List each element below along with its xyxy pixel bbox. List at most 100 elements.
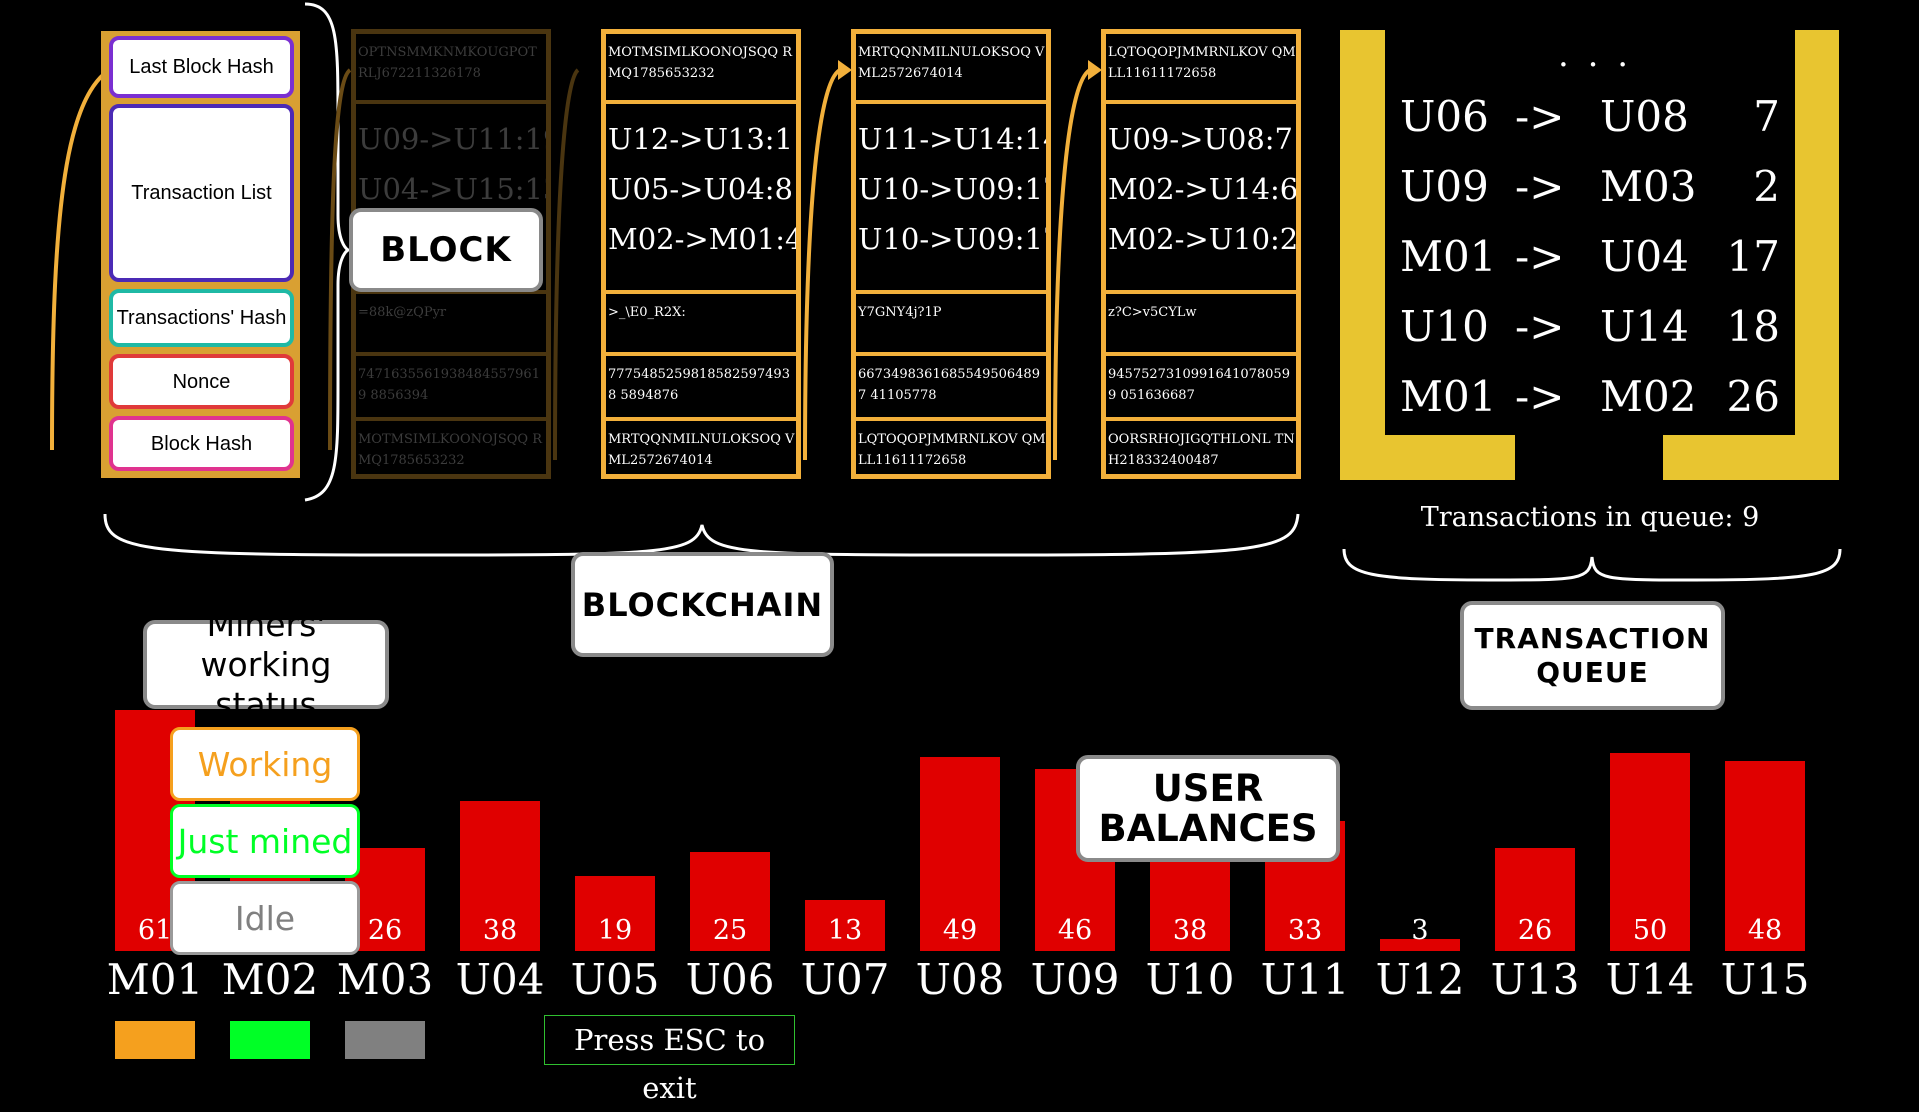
block-last-hash: LQTOQOPJMMRNLKOV QMLL11611172658 [1106, 34, 1296, 104]
bar-category-label: M01 [106, 955, 204, 1004]
balance-bar-u06 [690, 852, 770, 951]
status-working: Working [170, 727, 360, 801]
block-tx-hash: Y7GNY4j?1P [856, 294, 1046, 356]
bar-category-label: U15 [1720, 955, 1810, 1004]
status-just-mined: Just mined [170, 804, 360, 878]
bar-category-label: U10 [1145, 955, 1235, 1004]
bar-value: 38 [482, 915, 518, 946]
block-transactions: U09->U11:19 U04->U15:13 [356, 104, 546, 294]
queue-amount: 26 [1726, 372, 1780, 421]
balance-bar-u12 [1380, 939, 1460, 951]
balance-bar-u14 [1610, 753, 1690, 951]
queue-amount: 18 [1726, 302, 1780, 351]
queue-arrow: -> [1515, 372, 1565, 421]
legend-nonce: Nonce [109, 354, 294, 409]
bar-value: 25 [712, 915, 748, 946]
block-hash: OORSRHOJIGQTHLONL TNH218332400487 [1108, 432, 1295, 468]
bar-category-label: U07 [800, 955, 890, 1004]
block-transaction: U10->U09:17 [858, 222, 1046, 256]
legend-last-block-hash: Last Block Hash [109, 36, 294, 98]
block-last-hash: MRTQQNMILNULOKSOQ VML2572674014 [856, 34, 1046, 104]
miner-swatch-m01 [115, 1021, 195, 1059]
bar-category-label: M03 [336, 955, 434, 1004]
bar-value: 3 [1411, 915, 1429, 946]
block-nonce: 74716355619384845579619 8856394 [356, 356, 546, 421]
bar-category-label: U12 [1375, 955, 1465, 1004]
balance-bar-u15 [1725, 761, 1805, 951]
queue-amount: 17 [1726, 232, 1780, 281]
balance-bar-u04 [460, 801, 540, 951]
blockchain-brace [103, 513, 1300, 557]
block-transaction: U12->U13:1 [608, 122, 794, 156]
bar-value: 38 [1172, 915, 1208, 946]
queue-to: M03 [1600, 162, 1697, 211]
queue-from: U06 [1400, 92, 1489, 141]
balance-bar-u05 [575, 876, 655, 951]
bar-value: 33 [1287, 915, 1323, 946]
block-transaction: U09->U11:19 [358, 122, 546, 156]
block-tx-hash: =88k@zQPyr [356, 294, 546, 356]
miner-swatch-m03 [345, 1021, 425, 1059]
queue-amount: 7 [1753, 92, 1780, 141]
block-tx-hash: >_\E0_R2X: [606, 294, 796, 356]
block-transactions: U12->U13:1 U05->U04:8 M02->M01:4 [606, 104, 796, 294]
bar-value: 26 [367, 915, 403, 946]
block-transaction: U11->U14:14 [858, 122, 1046, 156]
queue-to: U04 [1600, 232, 1689, 281]
queue-to: M02 [1600, 372, 1697, 421]
block-last-hash: MOTMSIMLKOONOJSQQ RMQ1785653232 [606, 34, 796, 104]
miner-swatch-m02 [230, 1021, 310, 1059]
bar-value: 13 [827, 915, 863, 946]
block-transactions: U09->U08:7 M02->U14:6 M02->U10:21 [1106, 104, 1296, 294]
queue-from: M01 [1400, 232, 1497, 281]
block-structure-legend: Last Block Hash Transaction List Transac… [101, 31, 300, 478]
block-transaction: M02->U10:21 [1108, 222, 1296, 256]
block-transactions: U11->U14:14 U10->U09:17 U10->U09:17 [856, 104, 1046, 294]
chain-arrows [328, 60, 1102, 461]
bar-category-label: M02 [221, 955, 319, 1004]
block-transaction: U09->U08:7 [1108, 122, 1294, 156]
bar-category-label: U09 [1030, 955, 1120, 1004]
block-transaction: M02->M01:4 [608, 222, 796, 256]
queue-to: U08 [1600, 92, 1689, 141]
queue-arrow: -> [1515, 92, 1565, 141]
block-nonce: 94575273109916410780599 051636687 [1106, 356, 1296, 421]
bar-value: 48 [1747, 915, 1783, 946]
block-tx-hash: z?C>v5CYLw [1106, 294, 1296, 356]
queue-to: U14 [1600, 302, 1689, 351]
queue-from: M01 [1400, 372, 1497, 421]
queue-from: U10 [1400, 302, 1489, 351]
bar-value: 26 [1517, 915, 1553, 946]
bar-category-label: U05 [570, 955, 660, 1004]
block-last-hash: OPTNSMMKNMKOUGPOTRLJ672211326178 [356, 34, 546, 104]
block-nonce: 66734983616855495064897 41105778 [856, 356, 1046, 421]
block-4: LQTOQOPJMMRNLKOV QMLL11611172658 U09->U08… [1101, 29, 1301, 479]
bar-value: 46 [1057, 915, 1093, 946]
blockchain-label: BLOCKCHAIN [571, 552, 834, 657]
block-transaction: U04->U15:13 [358, 172, 546, 206]
bar-category-label: U04 [455, 955, 545, 1004]
bar-value: 49 [942, 915, 978, 946]
user-balances-label: USER BALANCES [1076, 755, 1340, 862]
bar-category-label: U13 [1490, 955, 1580, 1004]
block-nonce: 77754852598185825974938 5894876 [606, 356, 796, 421]
exit-hint: Press ESC to exit [544, 1015, 795, 1105]
queue-count: Transactions in queue: 9 [1420, 502, 1760, 533]
bar-category-label: U06 [685, 955, 775, 1004]
block-hash: MOTMSIMLKOONOJSQQ RMQ1785653232 [358, 432, 542, 468]
balance-bar-u08 [920, 757, 1000, 951]
legend-transactions-hash: Transactions' Hash [109, 289, 294, 347]
queue-from: U09 [1400, 162, 1489, 211]
bar-value: 61 [137, 915, 173, 946]
block-hash: MRTQQNMILNULOKSOQ VML2572674014 [608, 432, 795, 468]
bar-category-label: U08 [915, 955, 1005, 1004]
queue-arrow: -> [1515, 302, 1565, 351]
queue-arrow: -> [1515, 232, 1565, 281]
bar-category-label: U14 [1605, 955, 1695, 1004]
bar-category-label: U11 [1260, 955, 1350, 1004]
status-idle: Idle [170, 881, 360, 955]
balance-bar-u13 [1495, 848, 1575, 951]
queue-arrow: -> [1515, 162, 1565, 211]
legend-block-hash: Block Hash [109, 416, 294, 471]
bar-value: 19 [597, 915, 633, 946]
